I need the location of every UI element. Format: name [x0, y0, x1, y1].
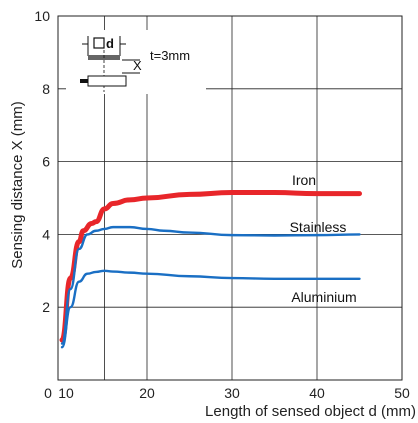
inset-label-d: d	[106, 36, 114, 51]
series-labels: Iron Stainless Aluminium	[290, 172, 357, 305]
object-diagram-inset: d X t=3mm	[66, 30, 206, 94]
y-tick-label-6: 6	[42, 154, 50, 170]
series-lines	[59, 190, 362, 349]
inset-thickness-label: t=3mm	[150, 48, 190, 63]
y-tick-label-2: 2	[42, 299, 50, 315]
x-axis-label: Length of sensed object d (mm)	[205, 403, 416, 420]
y-axis-label: Sensing distance X (mm)	[9, 101, 26, 269]
inset-sensor-cable	[80, 79, 88, 83]
x-tick-label-10: 10	[58, 385, 74, 401]
plot-frame	[57, 15, 403, 381]
x-tick-label-50: 50	[394, 385, 410, 401]
x-tick-label-40: 40	[309, 385, 325, 401]
series-line-stainless	[60, 225, 361, 345]
series-label-iron: Iron	[292, 172, 316, 188]
inset-label-x: X	[133, 58, 142, 73]
series-label-stainless: Stainless	[290, 219, 347, 235]
x-tick-label-20: 20	[139, 385, 155, 401]
x-tick-label-0: 0	[44, 385, 52, 401]
y-tick-label-8: 8	[42, 81, 50, 97]
series-label-aluminium: Aluminium	[291, 289, 356, 305]
y-tick-label-4: 4	[42, 226, 50, 242]
y-tick-label-10: 10	[34, 8, 50, 24]
axis-ticks: 0 10 20 30 40 50 2 4 6 8 10	[34, 8, 410, 401]
plot-border	[57, 15, 403, 381]
series-line-iron	[59, 190, 362, 343]
x-tick-label-30: 30	[224, 385, 240, 401]
series-line-aluminium	[60, 269, 361, 349]
inset-sensor-body	[87, 75, 127, 87]
